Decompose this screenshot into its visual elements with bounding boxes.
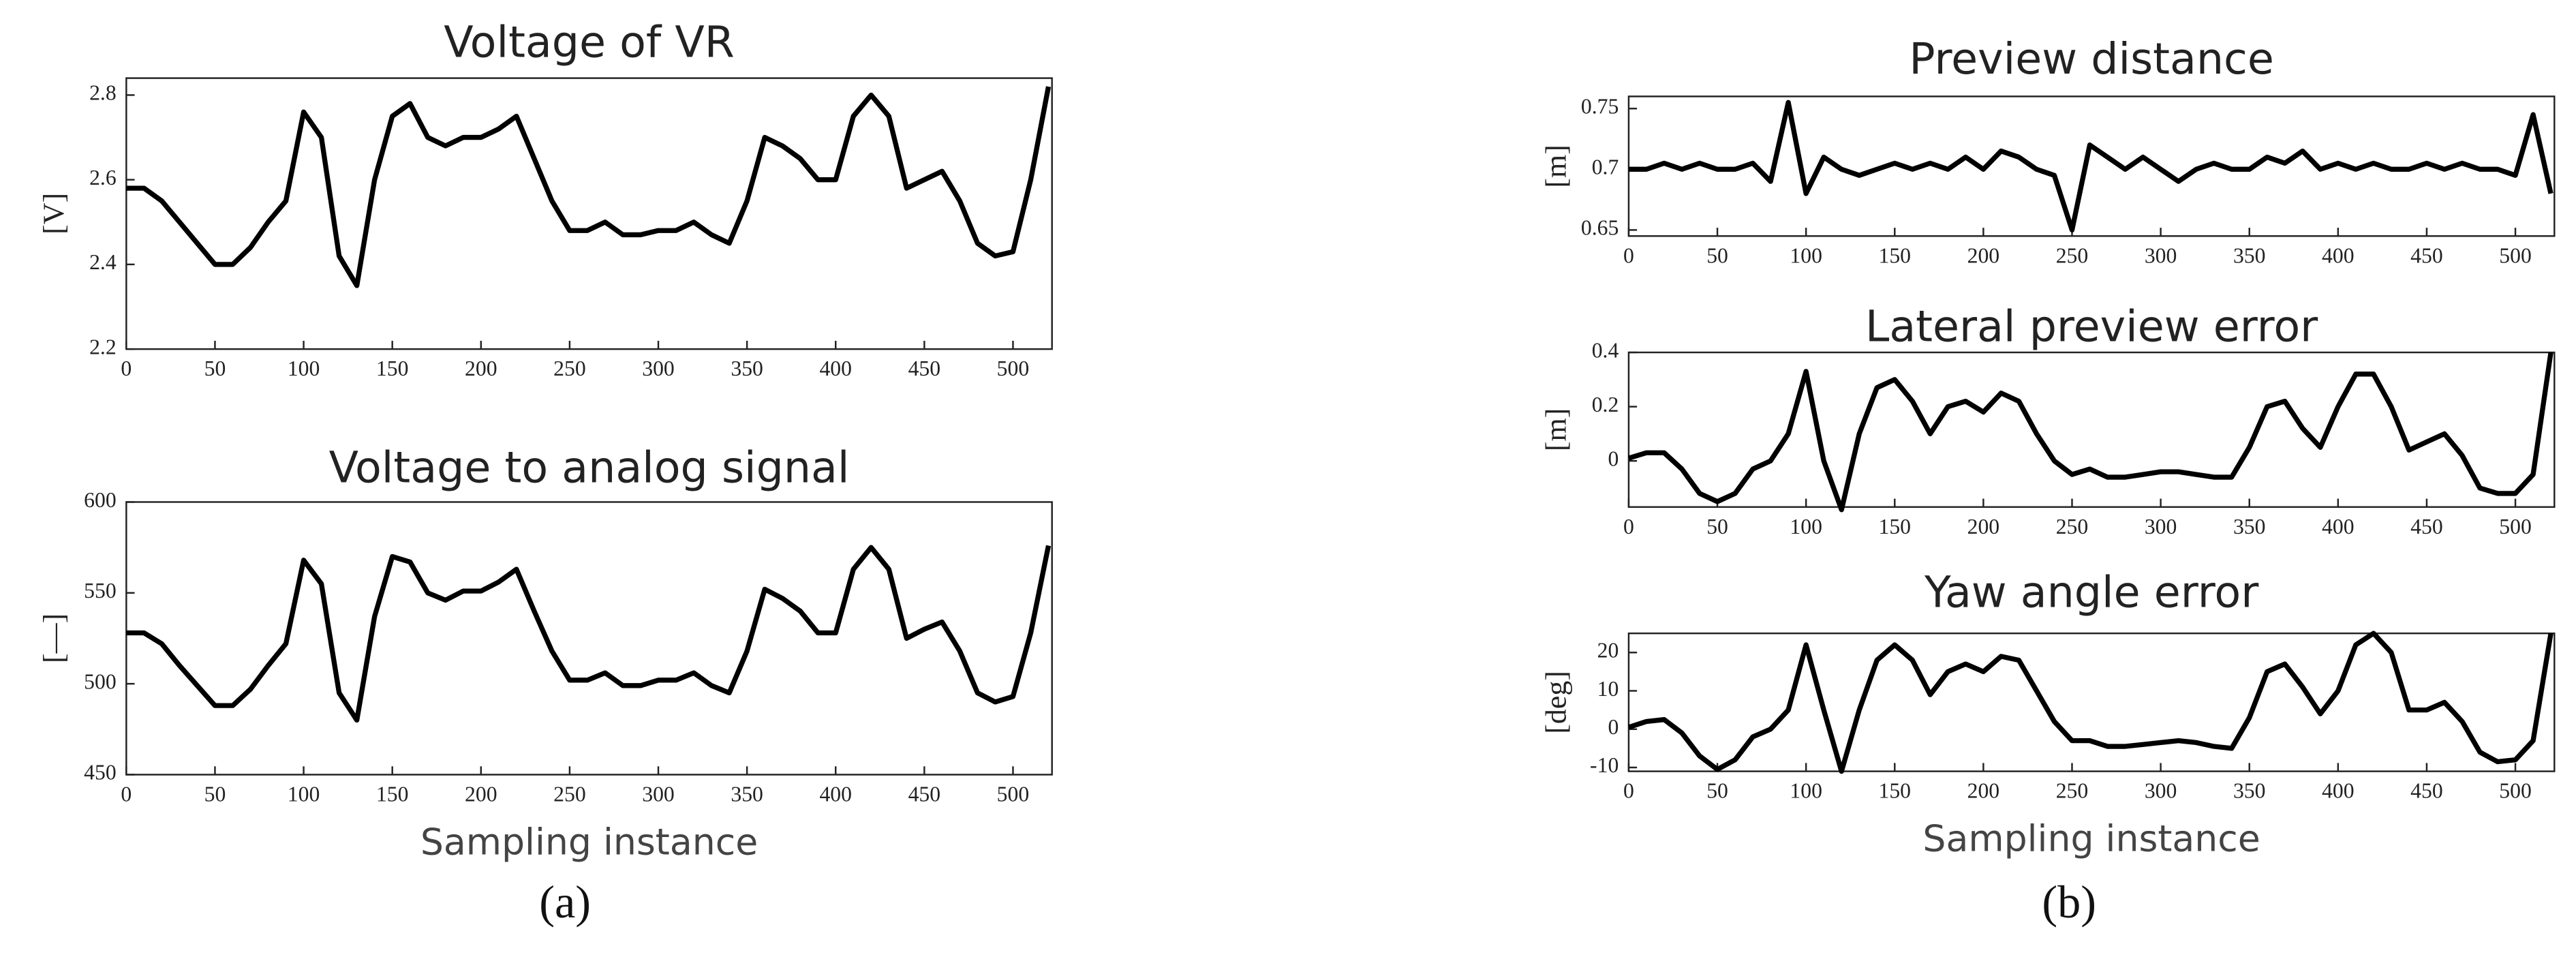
x-tick-label: 500 [997, 356, 1030, 380]
data-line [1627, 352, 2554, 513]
x-tick-label: 150 [376, 356, 409, 380]
y-tick-label: 0.7 [1592, 155, 1619, 179]
x-tick-label: 400 [2322, 779, 2355, 803]
x-tick-label: 100 [1790, 779, 1822, 803]
x-axis-label: Sampling instance [420, 821, 758, 864]
y-axis-label: [—] [37, 613, 70, 663]
x-tick-label: 150 [1879, 515, 1912, 538]
plot-frame [125, 77, 1053, 350]
data-line [1628, 100, 2554, 233]
x-tick-label: 250 [553, 782, 586, 806]
y-tick-label: 0.2 [1592, 393, 1619, 416]
x-tick-label: 100 [1790, 515, 1822, 538]
x-tick-label: 50 [1706, 515, 1728, 538]
y-axis-label: [deg] [1540, 671, 1573, 734]
x-tick-label: 150 [376, 782, 409, 806]
data-line [126, 86, 1052, 288]
x-tick-label: 500 [2499, 515, 2532, 538]
x-axis-label: Sampling instance [1922, 817, 2260, 860]
x-tick-label: 200 [1967, 779, 2000, 803]
x-tick-label: 350 [731, 356, 763, 380]
x-tick-label: 100 [288, 782, 320, 806]
chart-title: Voltage to analog signal [329, 442, 850, 493]
chart-title: Yaw angle error [1924, 567, 2259, 618]
x-tick-label: 500 [2499, 779, 2532, 803]
x-tick-label: 0 [1623, 779, 1634, 803]
x-tick-label: 50 [204, 356, 226, 380]
y-tick-label: 0.75 [1581, 95, 1619, 119]
chart-title: Voltage of VR [444, 16, 735, 67]
x-tick-label: 50 [204, 782, 226, 806]
x-tick-label: 100 [288, 356, 320, 380]
y-tick-label: 2.8 [89, 81, 117, 105]
plot-frame [125, 501, 1053, 776]
x-tick-label: 400 [2322, 243, 2355, 267]
x-tick-label: 300 [642, 356, 675, 380]
y-tick-label: 0.4 [1592, 338, 1619, 362]
x-tick-label: 150 [1879, 243, 1912, 267]
x-tick-label: 0 [1623, 243, 1634, 267]
x-tick-label: 150 [1879, 779, 1912, 803]
data-line [126, 545, 1052, 723]
x-tick-label: 50 [1706, 243, 1728, 267]
x-tick-label: 300 [2145, 515, 2177, 538]
x-tick-label: 500 [2499, 243, 2532, 267]
y-tick-label: 550 [84, 579, 117, 603]
x-tick-label: 450 [2410, 779, 2443, 803]
x-tick-label: 350 [2233, 779, 2266, 803]
panel-label: (a) [539, 876, 591, 928]
y-tick-label: 2.6 [89, 166, 117, 189]
y-tick-label: 600 [84, 488, 117, 512]
x-tick-label: 250 [553, 356, 586, 380]
x-tick-label: 350 [2233, 243, 2266, 267]
x-tick-label: 200 [465, 356, 497, 380]
plot-frame [1627, 351, 2556, 508]
x-tick-label: 300 [2145, 779, 2177, 803]
plot-frame [1627, 95, 2556, 237]
data-line [1627, 631, 2554, 774]
chart-title: Preview distance [1909, 33, 2274, 84]
x-tick-label: 400 [819, 356, 852, 380]
x-tick-label: 300 [642, 782, 675, 806]
panel-label: (b) [2042, 876, 2096, 928]
x-tick-label: 350 [2233, 515, 2266, 538]
x-tick-label: 400 [819, 782, 852, 806]
x-tick-label: 450 [2410, 243, 2443, 267]
y-axis-label: [m] [1540, 408, 1573, 451]
y-tick-label: 0.65 [1581, 216, 1619, 240]
x-tick-label: 250 [2056, 515, 2089, 538]
x-tick-label: 200 [1967, 243, 2000, 267]
y-tick-label: -10 [1590, 753, 1619, 777]
x-tick-label: 250 [2056, 779, 2089, 803]
y-axis-label: [m] [1540, 145, 1573, 187]
y-axis-label: [V] [37, 193, 70, 234]
y-tick-label: 500 [84, 669, 117, 693]
x-tick-label: 500 [997, 782, 1030, 806]
x-tick-label: 450 [908, 356, 941, 380]
x-tick-label: 300 [2145, 243, 2177, 267]
y-tick-label: 2.2 [89, 335, 117, 359]
plot-frame [1627, 632, 2556, 772]
y-tick-label: 2.4 [89, 250, 117, 274]
x-tick-label: 200 [1967, 515, 2000, 538]
x-tick-label: 250 [2056, 243, 2089, 267]
x-tick-label: 0 [121, 782, 132, 806]
x-tick-label: 350 [731, 782, 763, 806]
x-tick-label: 0 [1623, 515, 1634, 538]
x-tick-label: 100 [1790, 243, 1822, 267]
y-tick-label: 0 [1608, 446, 1619, 470]
x-tick-label: 400 [2322, 515, 2355, 538]
x-tick-label: 450 [908, 782, 941, 806]
x-tick-label: 200 [465, 782, 497, 806]
y-tick-label: 20 [1597, 639, 1619, 663]
y-tick-label: 10 [1597, 677, 1619, 701]
chart-title: Lateral preview error [1865, 301, 2318, 351]
x-tick-label: 0 [121, 356, 132, 380]
y-tick-label: 0 [1608, 715, 1619, 739]
y-tick-label: 450 [84, 761, 117, 785]
x-tick-label: 50 [1706, 779, 1728, 803]
x-tick-label: 450 [2410, 515, 2443, 538]
